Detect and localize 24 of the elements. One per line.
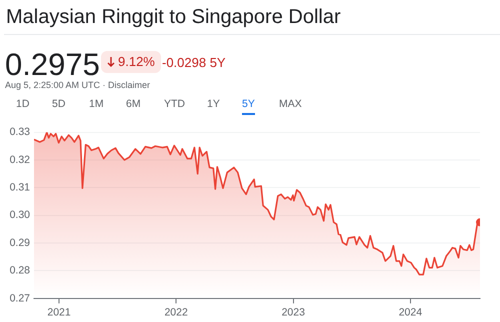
text: -0.0298 5Y [162, 55, 226, 70]
chart-title: Malaysian Ringgit to Singapore Dollar [6, 6, 341, 29]
y-tick-label: 0.31 [10, 182, 30, 194]
x-tick-label: 2022 [164, 306, 188, 319]
y-tick-label: 0.28 [10, 264, 30, 277]
y-tick-label: 0.29 [10, 236, 30, 249]
text: MAX [279, 98, 302, 110]
y-tick-label: 0.32 [10, 154, 30, 166]
text: 1Y [207, 98, 220, 110]
y-tick-label: 0.30 [10, 209, 30, 222]
text: Aug 5, 2:25:00 AM UTC · Disclaimer [5, 80, 150, 90]
y-tick-label: 0.33 [10, 126, 30, 138]
text: YTD [164, 98, 185, 110]
text: 1M [89, 98, 104, 110]
text: 1D [16, 98, 30, 110]
text: 5D [52, 98, 66, 110]
x-tick-label: 2023 [282, 306, 306, 319]
text: 5Y [242, 98, 255, 115]
text: 9.12% [118, 53, 155, 71]
x-tick-label: 2021 [47, 306, 71, 319]
chart-subtitle: 0.2975 [5, 47, 100, 82]
text: 6M [126, 98, 141, 110]
x-tick-label: 2024 [398, 306, 422, 319]
y-tick-label: 0.27 [10, 292, 30, 304]
